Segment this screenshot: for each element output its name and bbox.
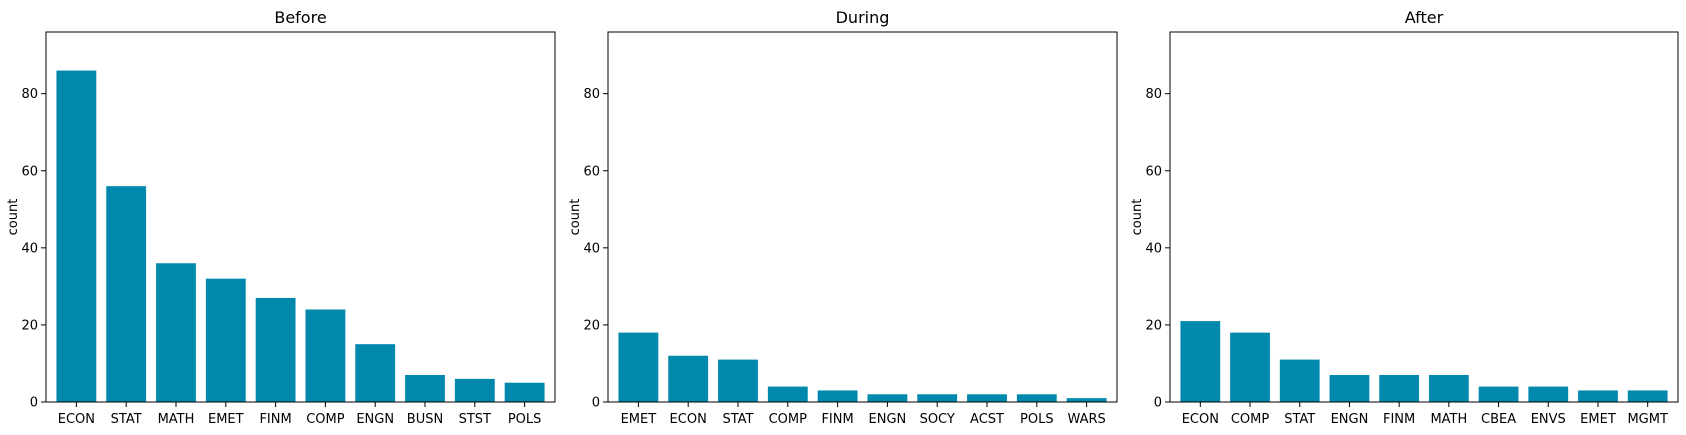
x-tick-label: ECON <box>58 412 95 427</box>
bar-finm <box>817 390 858 402</box>
bar-engn <box>355 344 396 402</box>
bar-pols <box>504 382 545 402</box>
x-tick-label: MGMT <box>1627 412 1668 427</box>
bar-cbea <box>1478 386 1519 402</box>
x-tick-label: FINM <box>1383 412 1415 427</box>
bar-busn <box>405 375 445 402</box>
y-tick-label: 60 <box>583 164 600 179</box>
y-axis-label: count <box>6 199 21 236</box>
x-tick-label: COMP <box>1231 412 1270 427</box>
plot-frame <box>1169 31 1679 403</box>
x-tick-label: POLS <box>508 412 542 427</box>
x-tick-label: ENVS <box>1531 412 1566 427</box>
x-tick-label: BUSN <box>407 412 443 427</box>
bar-emet <box>1578 390 1618 402</box>
y-tick-label: 20 <box>1145 318 1162 333</box>
y-tick-label: 40 <box>1145 241 1162 256</box>
plot-frame <box>607 31 1118 403</box>
x-tick-label: FINM <box>259 412 291 427</box>
x-tick-label: MATH <box>158 412 195 427</box>
bar-econ <box>668 355 709 402</box>
bar-pols <box>1016 394 1057 402</box>
bar-math <box>1428 375 1469 402</box>
y-tick-label: 60 <box>1145 164 1162 179</box>
x-tick-label: ECON <box>670 412 707 427</box>
bar-comp <box>1230 332 1270 403</box>
chart-panel-2: 0 20 40 60 80 EMET ECON STAT COMP FINM ENGN SOCY ACS… <box>568 8 1118 427</box>
y-tick-label: 0 <box>30 396 38 411</box>
y-tick-label: 20 <box>583 318 600 333</box>
bar-acst <box>967 394 1007 402</box>
y-tick-label: 40 <box>583 241 600 256</box>
x-tick-label: COMP <box>769 412 808 427</box>
chart-panel-3: 0 20 40 60 80 ECON COMP STAT ENGN FINM MATH CBEA ENV… <box>1130 8 1679 427</box>
bar-stst <box>454 378 495 403</box>
x-tick-label: ACST <box>970 412 1004 427</box>
x-tick-label: POLS <box>1020 412 1054 427</box>
chart-title: Before <box>274 8 326 27</box>
x-tick-label: EMET <box>621 412 657 427</box>
bar-engn <box>867 394 908 402</box>
bar-stat <box>1279 359 1320 402</box>
bar-mgmt <box>1627 390 1668 402</box>
y-axis-label: count <box>568 199 583 236</box>
bar-finm <box>255 297 296 402</box>
bar-econ <box>1180 321 1221 402</box>
chart-title: After <box>1405 8 1444 27</box>
x-tick-label: ENGN <box>869 412 907 427</box>
bar-comp <box>305 309 346 402</box>
x-tick-label: SOCY <box>920 412 955 427</box>
x-tick-label: CBEA <box>1481 412 1516 427</box>
bar-emet <box>205 278 246 402</box>
x-tick-label: COMP <box>306 412 345 427</box>
x-tick-label: EMET <box>208 412 244 427</box>
x-tick-label: ENGN <box>1331 412 1369 427</box>
bar-math <box>156 263 196 402</box>
x-tick-label: WARS <box>1067 412 1105 427</box>
x-tick-label: STAT <box>722 412 753 427</box>
y-axis-label: count <box>1130 199 1145 236</box>
bar-emet <box>618 332 659 403</box>
x-tick-label: ENGN <box>356 412 394 427</box>
bar-stat <box>718 359 758 402</box>
x-tick-label: ECON <box>1182 412 1219 427</box>
bar-comp <box>767 386 808 402</box>
bar-stat <box>106 186 147 402</box>
y-tick-label: 40 <box>21 241 38 256</box>
x-tick-label: STAT <box>111 412 142 427</box>
y-tick-label: 80 <box>1145 87 1162 102</box>
y-tick-label: 20 <box>21 318 38 333</box>
y-tick-label: 80 <box>21 87 38 102</box>
y-tick-label: 0 <box>592 396 600 411</box>
x-tick-label: FINM <box>821 412 853 427</box>
chart-title: During <box>836 8 890 27</box>
y-tick-label: 80 <box>583 87 600 102</box>
bar-econ <box>56 70 97 402</box>
plot-frame <box>45 31 556 403</box>
bar-engn <box>1329 375 1370 402</box>
bar-envs <box>1528 386 1569 402</box>
x-tick-label: STST <box>459 412 491 427</box>
y-tick-label: 0 <box>1154 396 1162 411</box>
x-tick-label: STAT <box>1284 412 1315 427</box>
chart-panel-1: 0 20 40 60 80 ECON STAT MATH EMET FINM COMP ENGN BUS… <box>6 8 556 427</box>
x-tick-label: MATH <box>1430 412 1467 427</box>
bar-wars <box>1066 398 1107 402</box>
bar-finm <box>1379 375 1420 402</box>
x-tick-label: EMET <box>1580 412 1616 427</box>
bar-socy <box>917 394 958 402</box>
y-tick-label: 60 <box>21 164 38 179</box>
